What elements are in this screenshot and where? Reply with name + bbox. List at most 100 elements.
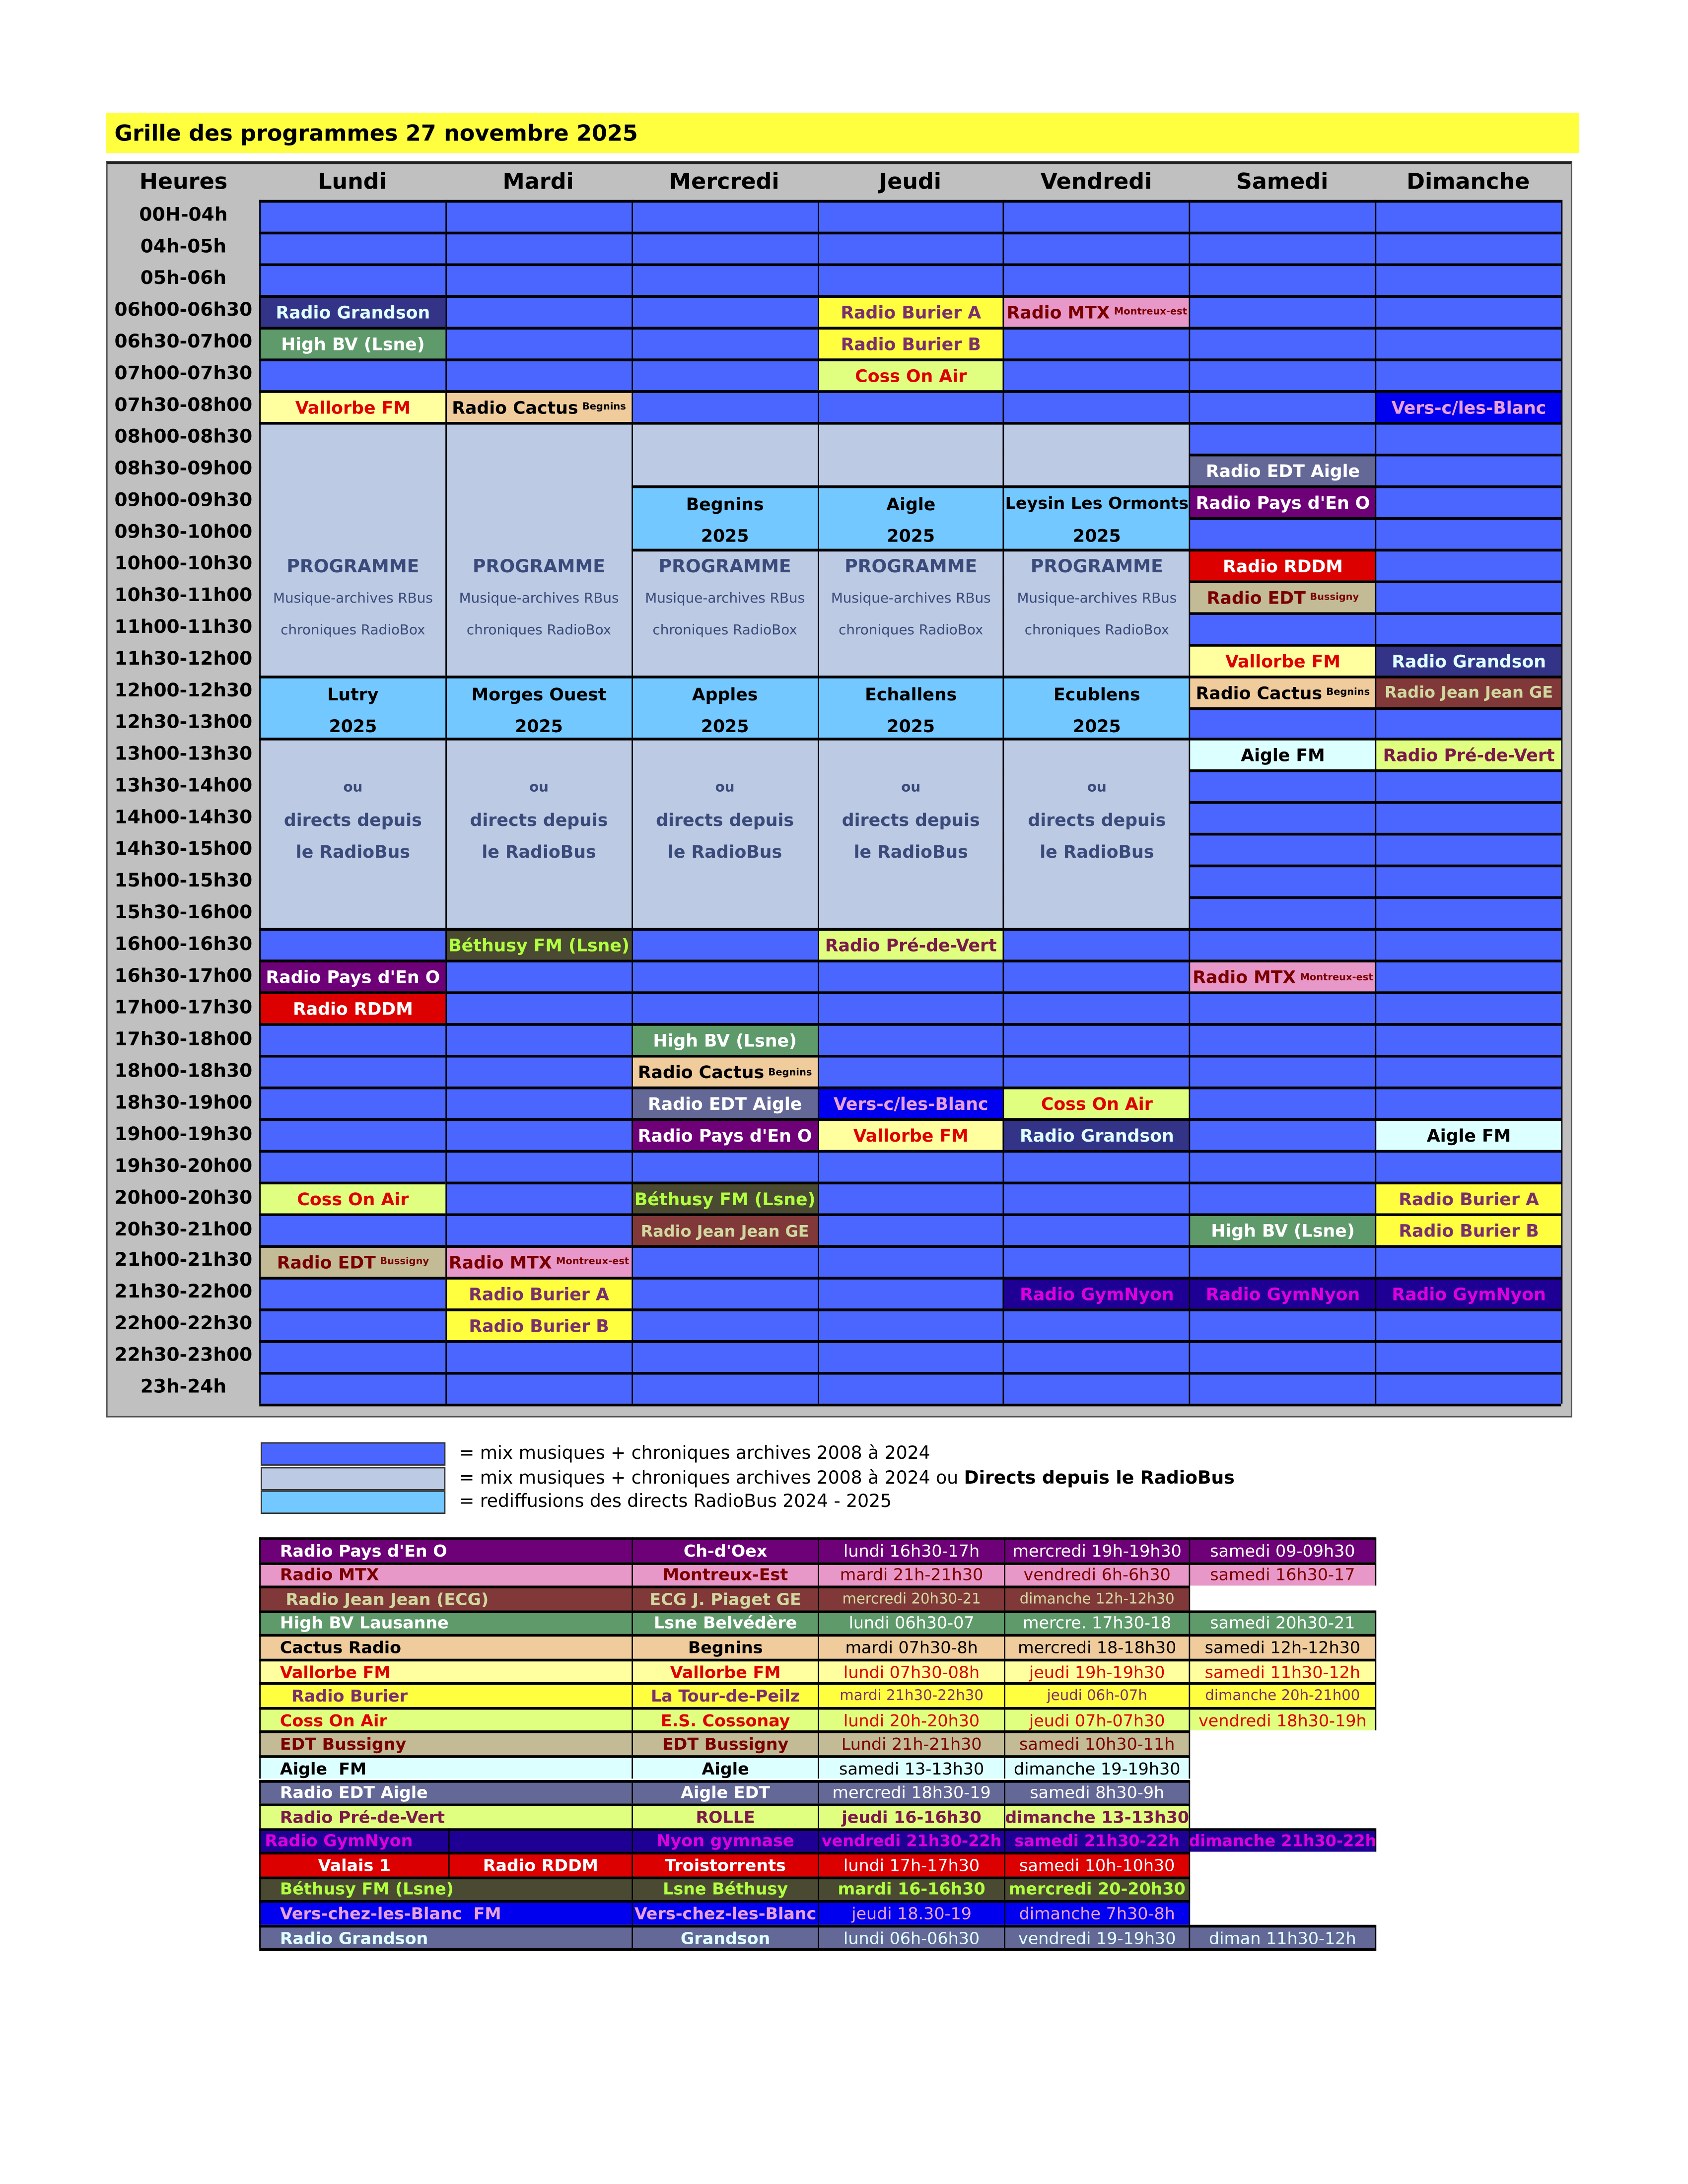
empty-slot-cell[interactable]	[1375, 802, 1561, 833]
archive-program-block[interactable]: PROGRAMME Musique-archives RBus chroniques…	[1003, 548, 1190, 675]
empty-slot-cell[interactable]	[1189, 1371, 1375, 1404]
program-slot[interactable]: Radio Burier B	[445, 1308, 632, 1340]
empty-slot-cell[interactable]	[445, 1213, 632, 1245]
empty-slot-cell[interactable]	[1189, 200, 1375, 232]
program-slot[interactable]: Aigle FM	[1189, 738, 1375, 770]
program-slot[interactable]: Vallorbe FM	[259, 390, 445, 422]
empty-slot-cell[interactable]	[631, 326, 818, 358]
empty-slot-cell[interactable]	[631, 1371, 818, 1404]
empty-slot-cell[interactable]	[1003, 1371, 1190, 1404]
empty-slot-cell[interactable]	[445, 200, 632, 232]
program-slot[interactable]: Béthusy FM (Lsne)	[631, 1181, 818, 1214]
empty-slot-cell[interactable]	[259, 1308, 445, 1340]
empty-slot-cell[interactable]	[1189, 1340, 1375, 1372]
empty-slot-cell[interactable]	[1189, 770, 1375, 802]
empty-slot-cell[interactable]	[259, 263, 445, 295]
empty-slot-cell[interactable]	[1003, 928, 1190, 960]
program-slot[interactable]: Vallorbe FM	[817, 1118, 1003, 1150]
program-slot[interactable]: Radio Pré-de-Vert	[1375, 738, 1561, 770]
empty-slot-cell[interactable]	[1189, 928, 1375, 960]
empty-slot-cell[interactable]	[1375, 1371, 1561, 1404]
empty-slot-cell[interactable]	[1375, 865, 1561, 897]
empty-slot-cell[interactable]	[817, 390, 1003, 422]
empty-slot-cell[interactable]	[1375, 1245, 1561, 1277]
empty-slot-cell[interactable]	[1189, 1023, 1375, 1055]
empty-slot-cell[interactable]	[631, 1150, 818, 1182]
empty-slot-cell[interactable]	[1375, 1087, 1561, 1119]
program-slot[interactable]: Coss On Air	[1003, 1087, 1190, 1119]
program-slot[interactable]: Radio Burier A	[1375, 1181, 1561, 1214]
empty-slot-cell[interactable]	[631, 358, 818, 390]
empty-slot-cell[interactable]	[1189, 1308, 1375, 1340]
empty-slot-cell[interactable]	[817, 231, 1003, 264]
empty-slot-cell[interactable]	[631, 390, 818, 422]
empty-slot-cell[interactable]	[259, 200, 445, 232]
rebroadcast-block[interactable]: Ecublens 2025	[1003, 675, 1190, 739]
empty-slot-cell[interactable]	[1189, 865, 1375, 897]
empty-slot-cell[interactable]	[259, 1340, 445, 1372]
empty-slot-cell[interactable]	[1375, 1055, 1561, 1087]
empty-slot-cell[interactable]	[1003, 390, 1190, 422]
program-slot[interactable]: Radio Grandson	[1375, 643, 1561, 675]
empty-slot-cell[interactable]	[1375, 833, 1561, 865]
empty-slot-cell[interactable]	[445, 358, 632, 390]
empty-slot-cell[interactable]	[817, 200, 1003, 232]
empty-slot-cell[interactable]	[1189, 516, 1375, 548]
program-slot[interactable]: High BV (Lsne)	[259, 326, 445, 358]
empty-slot-cell[interactable]	[1003, 1023, 1190, 1055]
empty-slot-cell[interactable]	[631, 991, 818, 1024]
empty-slot-cell[interactable]	[1189, 991, 1375, 1024]
empty-slot-cell[interactable]	[1189, 1150, 1375, 1182]
program-slot[interactable]: Radio Pays d'En O	[259, 960, 445, 992]
archive-program-block[interactable]: ou directs depuis le RadioBus	[631, 738, 818, 929]
archive-program-block[interactable]: PROGRAMME Musique-archives RBus chroniques…	[817, 548, 1003, 675]
archive-program-block[interactable]	[631, 421, 818, 485]
program-slot[interactable]: Radio GymNyon	[1189, 1277, 1375, 1308]
empty-slot-cell[interactable]	[1003, 231, 1190, 264]
empty-slot-cell[interactable]	[1375, 231, 1561, 264]
empty-slot-cell[interactable]	[445, 1023, 632, 1055]
empty-slot-cell[interactable]	[445, 1150, 632, 1182]
empty-slot-cell[interactable]	[817, 991, 1003, 1024]
empty-slot-cell[interactable]	[1375, 358, 1561, 390]
program-slot[interactable]: Vallorbe FM	[1189, 643, 1375, 675]
empty-slot-cell[interactable]	[1375, 580, 1561, 612]
program-slot[interactable]: Radio Burier B	[817, 326, 1003, 358]
empty-slot-cell[interactable]	[1375, 263, 1561, 295]
empty-slot-cell[interactable]	[1375, 421, 1561, 454]
empty-slot-cell[interactable]	[1375, 326, 1561, 358]
empty-slot-cell[interactable]	[1375, 960, 1561, 992]
program-slot[interactable]: High BV (Lsne)	[1189, 1213, 1375, 1245]
program-slot[interactable]: Radio Burier A	[817, 295, 1003, 327]
empty-slot-cell[interactable]	[1189, 896, 1375, 929]
program-slot[interactable]: Vers-c/les-Blanc	[1375, 390, 1561, 422]
empty-slot-cell[interactable]	[1003, 1308, 1190, 1340]
empty-slot-cell[interactable]	[817, 1245, 1003, 1277]
empty-slot-cell[interactable]	[817, 1150, 1003, 1182]
empty-slot-cell[interactable]	[1003, 1055, 1190, 1087]
program-slot[interactable]: Radio EDT Bussigny	[1189, 580, 1375, 612]
empty-slot-cell[interactable]	[1003, 263, 1190, 295]
empty-slot-cell[interactable]	[1003, 358, 1190, 390]
empty-slot-cell[interactable]	[445, 295, 632, 327]
program-slot[interactable]: Radio MTX Montreux-est	[1003, 295, 1190, 327]
rebroadcast-block[interactable]: Apples 2025	[631, 675, 818, 739]
empty-slot-cell[interactable]	[1189, 612, 1375, 644]
empty-slot-cell[interactable]	[817, 263, 1003, 295]
empty-slot-cell[interactable]	[817, 1340, 1003, 1372]
empty-slot-cell[interactable]	[1003, 1245, 1190, 1277]
empty-slot-cell[interactable]	[631, 1340, 818, 1372]
empty-slot-cell[interactable]	[817, 1055, 1003, 1087]
empty-slot-cell[interactable]	[1003, 200, 1190, 232]
empty-slot-cell[interactable]	[1189, 833, 1375, 865]
empty-slot-cell[interactable]	[817, 1023, 1003, 1055]
program-slot[interactable]: Radio MTX Montreux-est	[1189, 960, 1375, 992]
archive-program-block[interactable]	[1003, 421, 1190, 485]
empty-slot-cell[interactable]	[1189, 1118, 1375, 1150]
program-slot[interactable]: Béthusy FM (Lsne)	[445, 928, 632, 960]
program-slot[interactable]: Radio Jean Jean GE	[631, 1213, 818, 1245]
archive-program-block[interactable]	[817, 421, 1003, 485]
empty-slot-cell[interactable]	[1189, 1087, 1375, 1119]
empty-slot-cell[interactable]	[817, 1213, 1003, 1245]
empty-slot-cell[interactable]	[1003, 1150, 1190, 1182]
